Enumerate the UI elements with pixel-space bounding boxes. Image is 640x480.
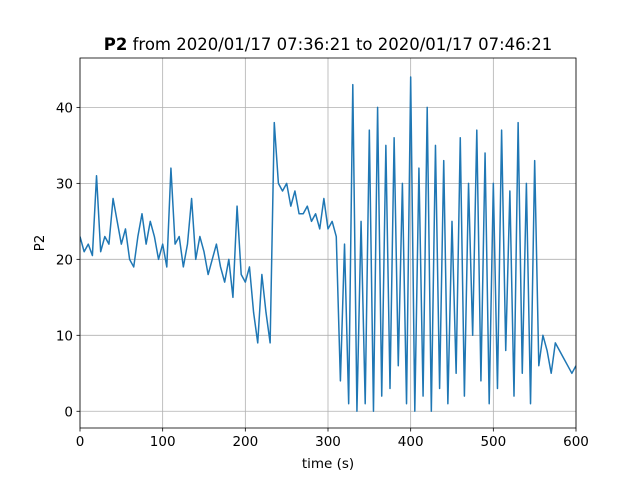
y-tick-label: 20	[56, 252, 73, 268]
x-tick-label: 500	[480, 434, 506, 450]
x-tick-label: 300	[315, 434, 341, 450]
chart-title: P2 from 2020/01/17 07:36:21 to 2020/01/1…	[104, 35, 552, 54]
title-bold: P2	[104, 35, 128, 54]
y-tick-label: 40	[56, 100, 73, 116]
y-tick-label: 0	[64, 404, 73, 420]
x-axis-label: time (s)	[302, 456, 354, 472]
x-tick-label: 100	[150, 434, 176, 450]
y-tick-label: 30	[56, 176, 73, 192]
grid	[79, 58, 577, 428]
y-tick-label: 10	[56, 328, 73, 344]
x-tick-label: 200	[232, 434, 258, 450]
x-tick-label: 0	[76, 434, 85, 450]
x-tick-label: 400	[398, 434, 424, 450]
y-axis-label: P2	[32, 235, 48, 252]
ticks: 0 100 200 300 400 500 600 0 10 20 30 40	[56, 100, 589, 450]
data-line	[80, 76, 576, 413]
x-tick-label: 600	[563, 434, 589, 450]
plot-area	[80, 76, 576, 413]
title-text: from 2020/01/17 07:36:21 to 2020/01/17 0…	[133, 35, 553, 54]
